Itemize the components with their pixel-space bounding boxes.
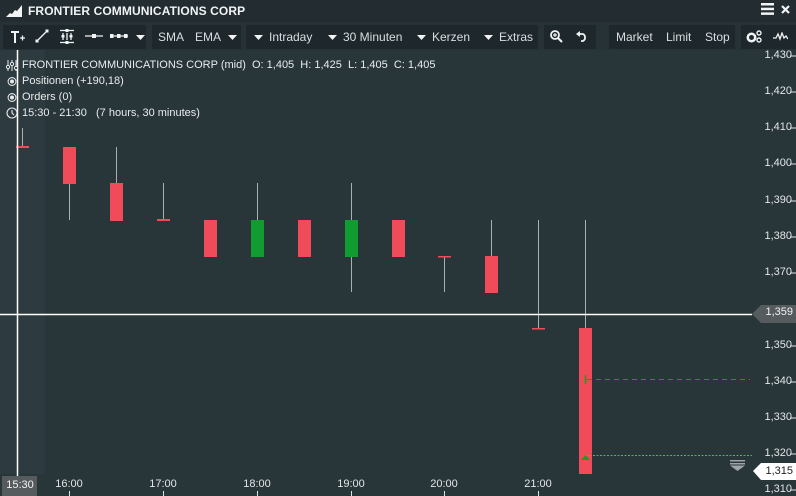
radio-toggle-icon[interactable]: [6, 92, 18, 103]
undo-icon[interactable]: [576, 31, 588, 42]
crosshair-price-label: [752, 305, 796, 323]
candle-1730[interactable]: [204, 220, 217, 257]
crosshair-price-value: 1,359: [765, 306, 793, 318]
text-add-icon[interactable]: [10, 30, 26, 44]
extra-tools-group: [741, 25, 796, 49]
interval-value: 30 Minuten: [343, 30, 403, 44]
candle-1930[interactable]: [392, 220, 405, 257]
candle-bodies: [16, 146, 592, 474]
x-axis-ticks: [69, 491, 539, 496]
session-row: 15:30 - 21:30 (7 hours, 30 minutes): [6, 105, 435, 121]
chart-toolbar: SMA EMA Intraday 30 Minuten Kerzen Extra…: [0, 22, 796, 50]
y-tick-label: 1,420: [764, 85, 792, 97]
period-value: Intraday: [269, 30, 313, 44]
candle-1800[interactable]: [251, 220, 264, 257]
window-title: FRONTIER COMMUNICATIONS CORP: [28, 4, 246, 18]
close-icon[interactable]: [781, 4, 790, 14]
sma-button[interactable]: SMA: [158, 30, 185, 44]
chart-info-panel: FRONTIER COMMUNICATIONS CORP (mid) O: 1,…: [6, 57, 435, 121]
compare-icon[interactable]: [746, 30, 762, 44]
positions-row[interactable]: Positionen (+190,18): [6, 73, 435, 89]
timeframe-group: Intraday 30 Minuten Kerzen Extras: [246, 25, 538, 49]
chart-type-value: Kerzen: [432, 30, 471, 44]
candlestick-chart[interactable]: [0, 50, 796, 496]
indicators-group: SMA EMA: [152, 25, 241, 49]
candle-1830[interactable]: [298, 220, 311, 257]
orders-label: Orders (0): [22, 91, 73, 103]
candle-1700[interactable]: [157, 219, 170, 221]
period-select[interactable]: Intraday: [254, 30, 312, 44]
x-tick-label: 18:00: [243, 478, 271, 490]
limit-order-button[interactable]: Limit: [666, 30, 692, 44]
candle-2100[interactable]: [532, 328, 545, 330]
y-tick-label: 1,400: [764, 157, 792, 169]
y-axis-ticks: [790, 55, 796, 491]
y-tick-label: 1,350: [764, 339, 792, 351]
y-tick-label: 1,370: [764, 266, 792, 278]
candle-2030[interactable]: [485, 256, 498, 293]
instrument-row: FRONTIER COMMUNICATIONS CORP (mid) O: 1,…: [6, 57, 435, 73]
last-price-value: 1,315: [765, 465, 793, 477]
indicators-dropdown-icon[interactable]: [228, 35, 237, 40]
y-tick-label: 1,320: [764, 447, 792, 459]
ema-button[interactable]: EMA: [195, 30, 222, 44]
orders-row[interactable]: Orders (0): [6, 89, 435, 105]
multi-point-line-icon[interactable]: [110, 33, 128, 39]
market-order-button[interactable]: Market: [616, 30, 653, 44]
candle-1630[interactable]: [110, 183, 123, 221]
session-label: 15:30 - 21:30 (7 hours, 30 minutes): [22, 107, 200, 119]
window-titlebar: FRONTIER COMMUNICATIONS CORP: [0, 0, 796, 22]
session-highlight: [0, 50, 45, 474]
crosshair-time-label-bg: [2, 476, 37, 496]
y-tick-label: 1,310: [764, 483, 792, 495]
x-tick-label: 21:00: [524, 478, 552, 490]
radio-toggle-icon[interactable]: [6, 76, 18, 87]
instrument-ohlc: FRONTIER COMMUNICATIONS CORP (mid) O: 1,…: [22, 59, 436, 71]
order-type-group: Market Limit Stop: [609, 25, 735, 49]
x-tick-label: 16:00: [55, 478, 83, 490]
crosshair: [0, 50, 752, 476]
drawing-tools-dropdown-icon[interactable]: [136, 35, 145, 40]
fibonacci-icon[interactable]: [60, 29, 74, 44]
indicator-wave-icon[interactable]: [773, 32, 788, 41]
y-tick-label: 1,340: [764, 375, 792, 387]
candle-1600[interactable]: [63, 147, 76, 184]
drawing-tools-group: [3, 25, 146, 49]
candle-1530[interactable]: [16, 146, 29, 148]
extras-menu[interactable]: Extras: [484, 30, 533, 44]
last-price-label: [753, 463, 796, 480]
extras-label: Extras: [499, 30, 534, 44]
crosshair-time-value: 15:30: [6, 479, 34, 491]
clock-icon: [6, 107, 18, 119]
x-tick-label: 17:00: [149, 478, 177, 490]
y-tick-label: 1,430: [764, 49, 792, 61]
stop-order-button[interactable]: Stop: [705, 30, 730, 44]
interval-dropdown-icon: [328, 34, 337, 40]
position-entry-line[interactable]: [584, 375, 751, 384]
scroll-to-latest-icon[interactable]: [730, 460, 745, 471]
horizontal-line-icon[interactable]: [85, 33, 103, 39]
x-tick-label: 20:00: [430, 478, 458, 490]
chart-type-dropdown-icon: [417, 34, 426, 40]
y-tick-label: 1,330: [764, 411, 792, 423]
period-dropdown-icon: [254, 34, 263, 40]
interval-select[interactable]: 30 Minuten: [328, 30, 402, 44]
indicator-settings-icon[interactable]: [6, 59, 18, 71]
candle-1900[interactable]: [345, 220, 358, 257]
x-tick-label: 19:00: [337, 478, 365, 490]
chart-type-select[interactable]: Kerzen: [417, 30, 470, 44]
chart-logo-icon: [6, 5, 22, 17]
zoom-undo-group: [544, 25, 596, 49]
stop-line[interactable]: [581, 455, 752, 460]
hamburger-icon[interactable]: [761, 3, 774, 15]
candle-2000[interactable]: [438, 256, 451, 258]
extras-dropdown-icon: [484, 34, 493, 40]
positions-label: Positionen (+190,18): [22, 75, 124, 87]
zoom-icon[interactable]: [550, 30, 563, 43]
y-tick-label: 1,410: [764, 121, 792, 133]
candle-2130[interactable]: [579, 328, 592, 474]
trendline-icon[interactable]: [35, 29, 49, 43]
y-tick-label: 1,380: [764, 230, 792, 242]
y-tick-label: 1,390: [764, 194, 792, 206]
